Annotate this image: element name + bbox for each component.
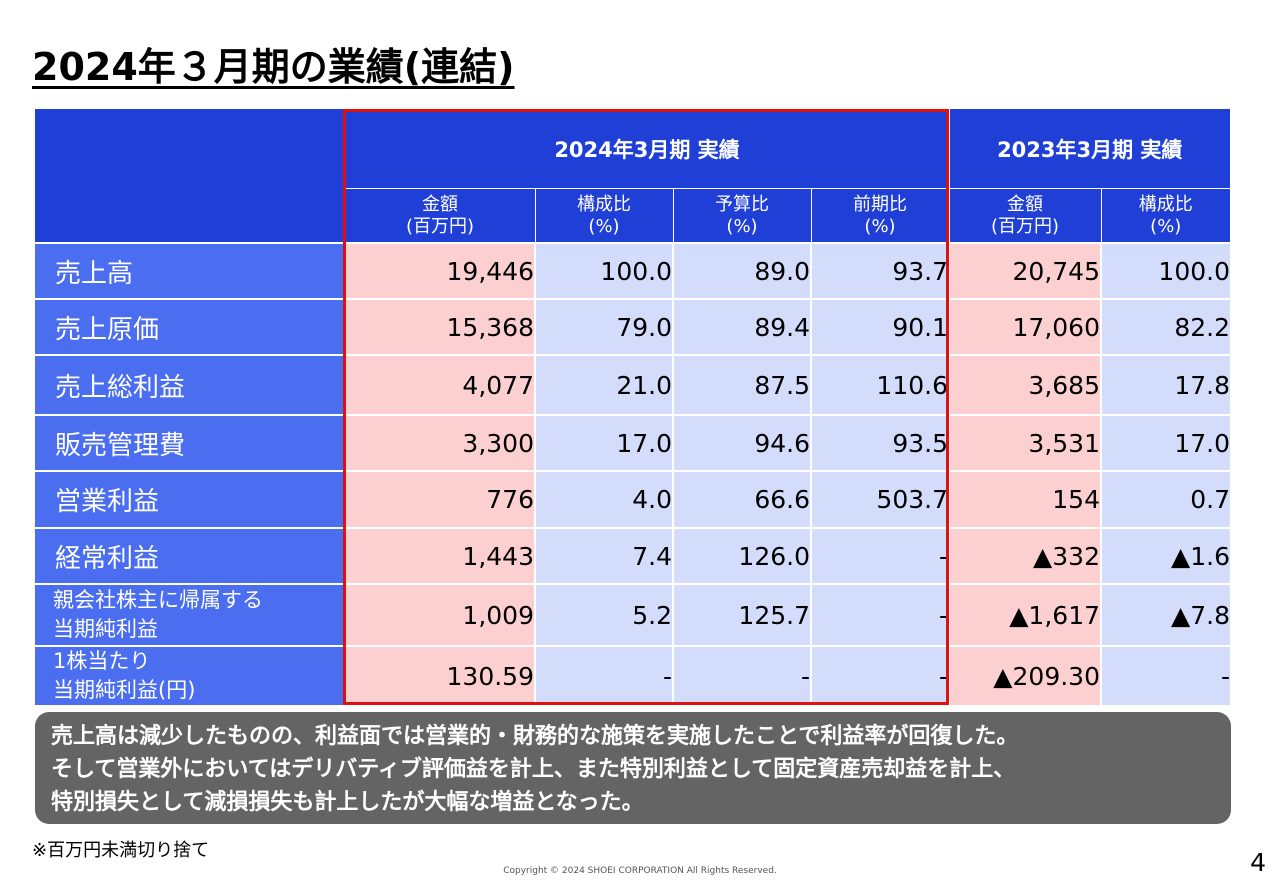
cell-yoy-ratio: 110.6	[810, 354, 949, 415]
row-label: 親会社株主に帰属する 当期純利益	[35, 583, 345, 646]
table-row: 売上原価 15,368 79.0 89.4 90.1 17,060 82.2	[35, 298, 1230, 355]
summary-box: 売上高は減少したものの、利益面では営業的・財務的な施策を実施したことで利益率が回…	[35, 712, 1231, 824]
cell-ratio-2024: 100.0	[534, 242, 673, 299]
cell-amount-2023: 3,685	[948, 354, 1101, 415]
cell-ratio-2023: 17.8	[1100, 354, 1230, 415]
cell-ratio-2024: -	[534, 645, 673, 705]
cell-budget-ratio: -	[672, 645, 811, 705]
cell-ratio-2024: 4.0	[534, 470, 673, 528]
header-corner	[35, 109, 345, 243]
cell-budget-ratio: 87.5	[672, 354, 811, 415]
table-row: 売上高 19,446 100.0 89.0 93.7 20,745 100.0	[35, 242, 1230, 299]
cell-ratio-2024: 79.0	[534, 298, 673, 355]
cell-yoy-ratio: 90.1	[810, 298, 949, 355]
row-label: 1株当たり 当期純利益(円)	[35, 645, 345, 705]
cell-ratio-2023: 100.0	[1100, 242, 1230, 299]
cell-amount-2023: 3,531	[948, 414, 1101, 471]
row-label: 売上高	[35, 242, 345, 299]
header-group-2023: 2023年3月期 実績	[948, 109, 1230, 189]
table-row: 親会社株主に帰属する 当期純利益 1,009 5.2 125.7 - ▲1,617…	[35, 583, 1230, 646]
row-label: 売上原価	[35, 298, 345, 355]
cell-amount-2023: 20,745	[948, 242, 1101, 299]
cell-ratio-2024: 17.0	[534, 414, 673, 471]
table-row: 販売管理費 3,300 17.0 94.6 93.5 3,531 17.0	[35, 414, 1230, 471]
cell-ratio-2024: 21.0	[534, 354, 673, 415]
row-label: 売上総利益	[35, 354, 345, 415]
row-label: 経常利益	[35, 527, 345, 584]
cell-ratio-2024: 5.2	[534, 583, 673, 646]
cell-amount-2024: 1,443	[344, 527, 535, 584]
table-row: 経常利益 1,443 7.4 126.0 - ▲332 ▲1.6	[35, 527, 1230, 584]
copyright: Copyright © 2024 SHOEI CORPORATION All R…	[503, 866, 777, 876]
cell-amount-2024: 1,009	[344, 583, 535, 646]
cell-ratio-2023: -	[1100, 645, 1230, 705]
cell-amount-2024: 130.59	[344, 645, 535, 705]
header-yoy-ratio: 前期比 (%)	[810, 188, 949, 243]
cell-budget-ratio: 126.0	[672, 527, 811, 584]
header-ratio-2023: 構成比 (%)	[1100, 188, 1230, 243]
table-row: 営業利益 776 4.0 66.6 503.7 154 0.7	[35, 470, 1230, 528]
cell-yoy-ratio: -	[810, 583, 949, 646]
footnote: ※百万円未満切り捨て	[32, 840, 210, 861]
table-row: 1株当たり 当期純利益(円) 130.59 - - - ▲209.30 -	[35, 645, 1230, 705]
table-row: 売上総利益 4,077 21.0 87.5 110.6 3,685 17.8	[35, 354, 1230, 415]
cell-amount-2024: 15,368	[344, 298, 535, 355]
page-title: 2024年３月期の業績(連結)	[32, 45, 515, 89]
header-ratio-2024: 構成比 (%)	[534, 188, 673, 243]
summary-line: 売上高は減少したものの、利益面では営業的・財務的な施策を実施したことで利益率が回…	[51, 724, 1019, 749]
cell-amount-2023: ▲332	[948, 527, 1101, 584]
cell-amount-2024: 776	[344, 470, 535, 528]
cell-budget-ratio: 94.6	[672, 414, 811, 471]
cell-budget-ratio: 66.6	[672, 470, 811, 528]
summary-line: 特別損失として減損損失も計上したが大幅な増益となった。	[51, 790, 644, 815]
header-amount-2023: 金額 (百万円)	[948, 188, 1101, 243]
summary-line: そして営業外においてはデリバティブ評価益を計上、また特別利益として固定資産売却益…	[51, 757, 1016, 782]
cell-budget-ratio: 89.0	[672, 242, 811, 299]
cell-amount-2023: 154	[948, 470, 1101, 528]
results-table: 2024年3月期 実績 2023年3月期 実績 金額 (百万円) 構成比 (%) 予…	[35, 109, 1230, 705]
cell-ratio-2023: ▲1.6	[1100, 527, 1230, 584]
cell-yoy-ratio: 93.7	[810, 242, 949, 299]
cell-ratio-2023: 82.2	[1100, 298, 1230, 355]
cell-yoy-ratio: 93.5	[810, 414, 949, 471]
header-amount-2024: 金額 (百万円)	[344, 188, 535, 243]
cell-budget-ratio: 125.7	[672, 583, 811, 646]
cell-yoy-ratio: -	[810, 645, 949, 705]
cell-ratio-2023: 17.0	[1100, 414, 1230, 471]
cell-amount-2024: 4,077	[344, 354, 535, 415]
cell-ratio-2023: ▲7.8	[1100, 583, 1230, 646]
cell-amount-2023: ▲209.30	[948, 645, 1101, 705]
header-group-2024: 2024年3月期 実績	[344, 109, 949, 189]
cell-yoy-ratio: 503.7	[810, 470, 949, 528]
cell-ratio-2023: 0.7	[1100, 470, 1230, 528]
cell-ratio-2024: 7.4	[534, 527, 673, 584]
cell-amount-2023: ▲1,617	[948, 583, 1101, 646]
cell-amount-2024: 3,300	[344, 414, 535, 471]
header-budget-ratio: 予算比 (%)	[672, 188, 811, 243]
cell-amount-2024: 19,446	[344, 242, 535, 299]
cell-budget-ratio: 89.4	[672, 298, 811, 355]
cell-amount-2023: 17,060	[948, 298, 1101, 355]
page-number: 4	[1250, 848, 1266, 877]
row-label: 営業利益	[35, 470, 345, 528]
row-label: 販売管理費	[35, 414, 345, 471]
cell-yoy-ratio: -	[810, 527, 949, 584]
